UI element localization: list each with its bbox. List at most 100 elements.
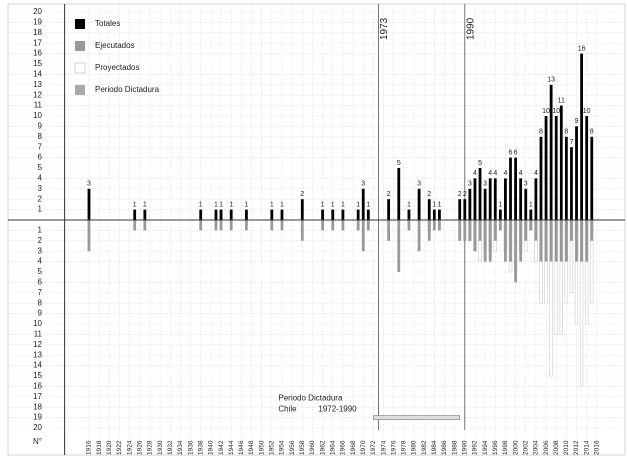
bar-ejecutados: [514, 220, 517, 283]
bar-ejecutados: [519, 220, 523, 262]
x-tick-label: 1932: [167, 440, 174, 455]
bar-totales: [214, 209, 218, 220]
x-tick-label: 1964: [329, 440, 336, 455]
x-tick-label: 2010: [563, 440, 570, 455]
marker-label: 1973: [379, 17, 390, 40]
bar-totales: [133, 209, 137, 220]
bar-totales: [514, 157, 517, 220]
bar-totales: [529, 209, 533, 220]
bar-totales: [199, 209, 203, 220]
bar-ejecutados: [539, 220, 543, 262]
x-tick-label: 1970: [360, 440, 367, 455]
x-tick-label: 1974: [380, 440, 387, 455]
bar-ejecutados: [321, 220, 325, 231]
y-tick-label: 7: [38, 142, 43, 151]
value-label: 1: [529, 201, 533, 208]
bar-totales: [356, 209, 360, 220]
value-label: 7: [569, 139, 573, 146]
y-tick-label: 11: [34, 101, 43, 110]
legend-swatch: [75, 19, 85, 29]
bar-ejecutados: [590, 220, 594, 241]
bar-ejecutados: [575, 220, 578, 262]
bar-totales: [559, 105, 563, 220]
value-label: 13: [547, 77, 555, 84]
value-label: 4: [493, 170, 497, 177]
x-tick-label: 1988: [451, 440, 458, 455]
value-label: 5: [478, 160, 482, 167]
x-tick-label: 1918: [96, 440, 103, 455]
dictadura-label: Periodo Dictadura: [278, 394, 343, 403]
y-tick-label: 9: [38, 122, 43, 131]
y-tick-label: 2: [38, 194, 43, 203]
value-label: 10: [552, 108, 560, 115]
y-tick-label: 8: [38, 298, 43, 307]
bar-totales: [493, 178, 497, 220]
x-tick-label: 1966: [340, 440, 347, 455]
y-tick-label: 5: [38, 163, 43, 172]
bar-totales: [585, 116, 589, 220]
bar-ejecutados: [199, 220, 203, 231]
bar-ejecutados: [529, 220, 533, 231]
value-label: 3: [483, 181, 487, 188]
legend-swatch: [75, 85, 85, 95]
value-label: 1: [437, 201, 441, 208]
bar-ejecutados: [564, 220, 568, 262]
x-tick-label: 1996: [492, 440, 499, 455]
bar-ejecutados: [473, 220, 477, 252]
bar-totales: [564, 136, 568, 220]
bar-ejecutados: [478, 220, 482, 241]
x-tick-label: 2014: [583, 440, 590, 455]
bar-ejecutados: [361, 220, 365, 252]
y-tick-label: 10: [33, 111, 42, 120]
y-tick-label: 4: [38, 174, 43, 183]
x-tick-label: 2006: [543, 440, 550, 455]
bar-totales: [245, 209, 248, 220]
x-tick-label: 1916: [86, 440, 93, 455]
value-label: 1: [280, 201, 284, 208]
bar-totales: [519, 178, 523, 220]
x-tick-label: 2008: [553, 440, 560, 455]
value-label: 2: [300, 191, 304, 198]
x-tick-label: 1942: [218, 440, 225, 455]
y-tick-label: 9: [38, 309, 43, 318]
bar-totales: [580, 53, 584, 220]
value-label: 3: [417, 181, 421, 188]
bar-totales: [321, 209, 325, 220]
bar-totales: [438, 209, 441, 220]
y-tick-label: 10: [33, 319, 42, 328]
value-label: 2: [427, 191, 431, 198]
y-tick-label: 20: [33, 7, 42, 16]
bar-totales: [590, 136, 594, 220]
x-tick-label: 1962: [319, 440, 326, 455]
bar-totales: [473, 178, 477, 220]
bar-totales: [478, 168, 482, 220]
x-tick-label: 1976: [390, 440, 397, 455]
y-tick-label: 15: [33, 59, 42, 68]
value-label: 1: [219, 201, 223, 208]
x-tick-label: 1986: [441, 440, 448, 455]
y-tick-label: 19: [33, 413, 42, 422]
bar-totales: [524, 188, 528, 220]
value-label: 2: [463, 191, 467, 198]
value-label: 1: [321, 201, 325, 208]
y-tick-label: 7: [38, 288, 43, 297]
value-label: 1: [244, 201, 248, 208]
bar-totales: [366, 209, 370, 220]
value-label: 1: [199, 201, 203, 208]
value-label: 5: [397, 160, 401, 167]
x-tick-label: 1960: [309, 440, 316, 455]
bar-totales: [219, 209, 223, 220]
y-tick-label: 6: [38, 278, 43, 287]
bar-totales: [570, 147, 573, 220]
bar-ejecutados: [407, 220, 411, 231]
x-tick-label: 1998: [502, 440, 509, 455]
y-tick-label: 16: [33, 382, 42, 391]
bar-ejecutados: [585, 220, 589, 262]
bar-ejecutados: [229, 220, 233, 231]
y-tick-label: 1: [38, 226, 43, 235]
x-tick-label: 1938: [197, 440, 204, 455]
x-tick-label: 1930: [157, 440, 164, 455]
bar-ejecutados: [483, 220, 487, 262]
x-tick-label: 1992: [472, 440, 479, 455]
